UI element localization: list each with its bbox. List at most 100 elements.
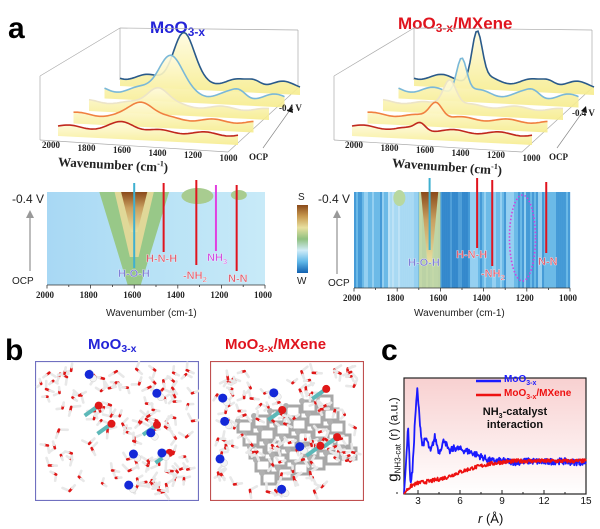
right-map-stripe <box>544 192 547 288</box>
right-map-stripe <box>564 192 567 288</box>
water-bond <box>293 480 297 487</box>
right-waterfall-tick: 1600 <box>416 145 434 156</box>
band-name: H-O-H <box>408 257 440 269</box>
water-bond <box>108 372 115 378</box>
colorbar-bottom-label: W <box>297 276 307 287</box>
water-bond <box>101 401 109 406</box>
water-bond <box>189 466 196 471</box>
water-bond <box>314 493 319 500</box>
water-bond <box>312 484 322 493</box>
water-bond <box>296 451 300 457</box>
right-map-stripe <box>550 192 553 288</box>
right-map-stripe <box>488 192 491 288</box>
left-waterfall-frame <box>119 27 299 31</box>
water-bond <box>173 462 182 471</box>
water-bond <box>250 452 256 458</box>
right-map-stripe <box>406 192 409 288</box>
mxene-atom <box>263 439 269 445</box>
band-subscript: 2 <box>500 273 505 282</box>
water-bond <box>135 441 143 446</box>
right-map-stripe <box>464 192 467 288</box>
water-bond <box>214 440 219 447</box>
water-bond <box>298 383 307 391</box>
water-bond <box>323 480 329 486</box>
water-bond <box>73 397 79 402</box>
left-waterfall-frame <box>39 27 121 77</box>
water-bond <box>81 390 88 396</box>
water-bond <box>302 458 310 468</box>
left-spectrum-line <box>57 120 239 137</box>
right-potential-arrow-icon <box>581 106 587 113</box>
water-bond <box>292 471 303 479</box>
water-bond <box>157 481 161 487</box>
right-map-stripe <box>468 192 471 288</box>
x-tick-label: 6 <box>457 496 463 507</box>
right-map-stripe <box>398 192 401 288</box>
water-bond <box>269 491 277 496</box>
water-bond <box>342 372 349 377</box>
right-map-stripe <box>568 192 571 288</box>
mxene-atom <box>323 450 329 456</box>
water-bond <box>298 453 304 460</box>
right-waterfall-tick: 1800 <box>380 142 399 153</box>
x-tick-label: 12 <box>538 496 550 507</box>
water-bond <box>188 370 195 375</box>
water-bond <box>151 484 156 490</box>
left-waterfall-tick: 1600 <box>113 145 131 156</box>
water-bond <box>236 370 243 375</box>
water-bond <box>148 416 155 421</box>
right-map-stripe <box>380 192 383 288</box>
right-map-stripe <box>506 192 509 288</box>
water-bond <box>131 466 138 471</box>
right-waterfall-frame <box>413 27 593 31</box>
right-map-stripe <box>466 192 469 288</box>
water-bond <box>138 376 143 383</box>
waterfall-plots <box>39 27 595 153</box>
left-spectrum-line <box>104 54 285 100</box>
nitrogen-atom <box>277 484 287 494</box>
water-bond <box>300 391 305 399</box>
left-waterfall-top-potential: -0.4 V <box>279 103 302 113</box>
right-map-stripe <box>474 192 477 288</box>
water-bond <box>332 369 339 374</box>
right-waterfall-frame <box>333 27 415 77</box>
water-bond <box>167 427 174 433</box>
water-bond <box>137 370 144 376</box>
right-map-stripe <box>446 192 449 288</box>
right-map-stripe <box>548 192 551 288</box>
water-bond <box>61 401 66 407</box>
water-bond <box>236 482 244 486</box>
water-bond <box>177 431 188 439</box>
right-waterfall-tick: 1000 <box>522 153 541 163</box>
right-map-stripe <box>532 192 535 288</box>
water-bond <box>218 378 230 385</box>
water-bond <box>350 442 354 454</box>
left-waterfall-frame <box>39 139 229 153</box>
right-map-stripe <box>366 192 369 288</box>
right-waterfall-top-potential: -0.4 V <box>572 108 595 118</box>
left-waterfall-tick: 1200 <box>184 150 202 161</box>
water-bond <box>162 382 166 389</box>
right-map-stripe <box>376 192 379 288</box>
water-bond <box>149 410 157 416</box>
water-bond <box>265 390 271 394</box>
water-bond <box>274 421 281 427</box>
left-title: MoO3-x <box>150 18 205 39</box>
water-bond <box>311 463 317 469</box>
water-bond <box>60 456 64 462</box>
left-waterfall-frame <box>227 87 299 153</box>
right-waterfall-frame <box>333 139 523 153</box>
nitrogen-atom <box>84 369 94 379</box>
water-bond <box>294 480 300 487</box>
water-bond <box>236 414 243 420</box>
right-band-label: -NH2 <box>481 268 505 282</box>
right-map-stripe <box>442 192 445 288</box>
mxene-atom <box>305 411 311 417</box>
mxene-lattice <box>260 471 278 486</box>
water-bond <box>101 413 113 418</box>
water-bond <box>246 381 251 387</box>
water-bond <box>173 389 179 396</box>
water-bond <box>247 389 253 400</box>
